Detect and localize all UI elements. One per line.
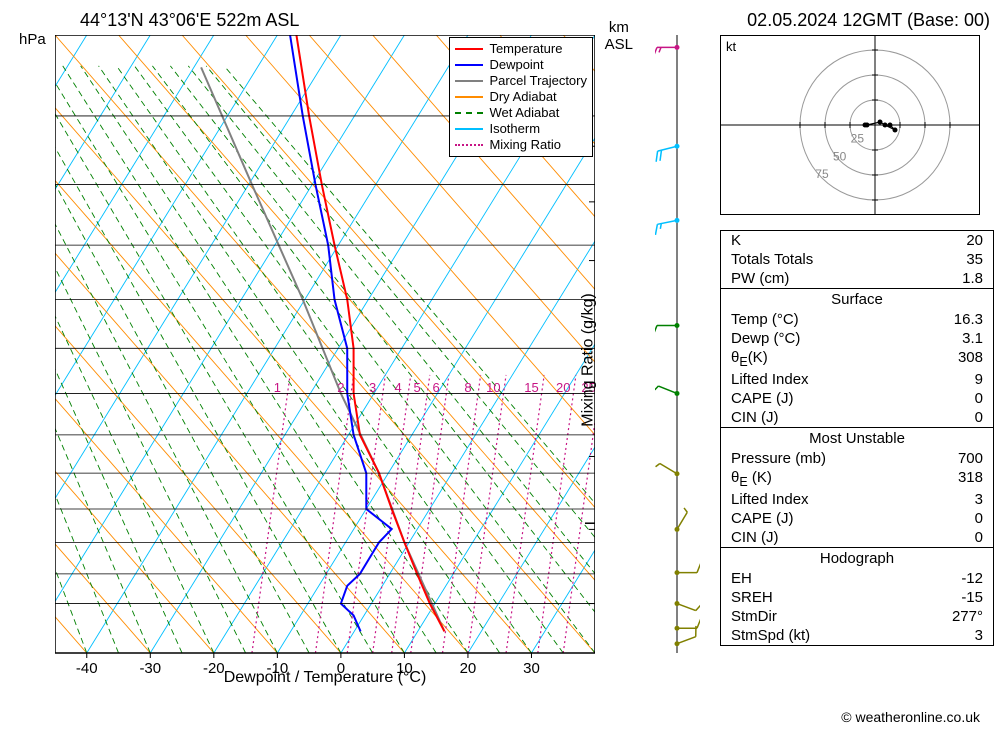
credit-text: © weatheronline.co.uk <box>841 709 980 725</box>
param-row: SREH-15 <box>721 588 993 607</box>
hodograph-panel: kt 25 50 75 <box>720 35 980 215</box>
title-right: 02.05.2024 12GMT (Base: 00) <box>747 10 990 31</box>
svg-text:6: 6 <box>433 380 440 395</box>
svg-text:-20: -20 <box>203 660 225 677</box>
param-row: StmSpd (kt)3 <box>721 626 993 645</box>
param-row: Lifted Index3 <box>721 490 993 509</box>
param-row: CIN (J)0 <box>721 528 993 547</box>
svg-text:15: 15 <box>524 380 538 395</box>
svg-text:10: 10 <box>486 380 500 395</box>
svg-text:-40: -40 <box>76 660 98 677</box>
legend-box: TemperatureDewpointParcel TrajectoryDry … <box>449 37 593 157</box>
legend-item: Dry Adiabat <box>455 89 587 105</box>
svg-text:8: 8 <box>464 380 471 395</box>
svg-text:20: 20 <box>556 380 570 395</box>
ylabel-right-top: kmASL <box>605 19 633 53</box>
svg-text:3: 3 <box>369 380 376 395</box>
param-row: Dewp (°C)3.1 <box>721 329 993 348</box>
param-row: Totals Totals35 <box>721 250 993 269</box>
xlabel: Dewpoint / Temperature (°C) <box>224 669 427 687</box>
hodograph-svg: 25 50 75 <box>720 35 980 215</box>
wind-barb-column <box>655 35 700 685</box>
parameters-table: K20Totals Totals35PW (cm)1.8SurfaceTemp … <box>720 230 994 646</box>
param-row: Temp (°C)16.3 <box>721 310 993 329</box>
svg-text:25: 25 <box>851 132 865 146</box>
svg-text:5: 5 <box>414 380 421 395</box>
svg-text:1: 1 <box>274 380 281 395</box>
param-row: CAPE (J)0 <box>721 389 993 408</box>
wind-svg <box>655 35 700 685</box>
param-section-header: Most Unstable <box>721 427 993 449</box>
param-row: Lifted Index9 <box>721 370 993 389</box>
svg-text:4: 4 <box>394 380 401 395</box>
param-section-header: Surface <box>721 288 993 310</box>
param-row: K20 <box>721 231 993 250</box>
legend-item: Parcel Trajectory <box>455 73 587 89</box>
param-row: CAPE (J)0 <box>721 509 993 528</box>
param-section-header: Hodograph <box>721 547 993 569</box>
param-row: PW (cm)1.8 <box>721 269 993 288</box>
svg-text:75: 75 <box>815 167 829 181</box>
svg-text:20: 20 <box>460 660 477 677</box>
legend-item: Temperature <box>455 41 587 57</box>
legend-item: Mixing Ratio <box>455 137 587 153</box>
ylabel-left: hPa <box>19 31 46 48</box>
legend-item: Isotherm <box>455 121 587 137</box>
svg-text:2: 2 <box>337 380 344 395</box>
param-row: Pressure (mb)700 <box>721 449 993 468</box>
param-row: θE(K)308 <box>721 348 993 370</box>
svg-text:30: 30 <box>523 660 540 677</box>
param-row: EH-12 <box>721 569 993 588</box>
ylabel-right: Mixing Ratio (g/kg) <box>579 293 597 426</box>
legend-item: Wet Adiabat <box>455 105 587 121</box>
svg-text:-30: -30 <box>139 660 161 677</box>
skewt-chart: hPa kmASL Mixing Ratio (g/kg) 1234568101… <box>55 35 595 685</box>
param-row: CIN (J)0 <box>721 408 993 427</box>
param-row: θE (K)318 <box>721 468 993 490</box>
hodograph-units: kt <box>726 39 736 54</box>
svg-text:50: 50 <box>833 149 847 163</box>
title-left: 44°13'N 43°06'E 522m ASL <box>80 10 299 31</box>
param-row: StmDir277° <box>721 607 993 626</box>
legend-item: Dewpoint <box>455 57 587 73</box>
